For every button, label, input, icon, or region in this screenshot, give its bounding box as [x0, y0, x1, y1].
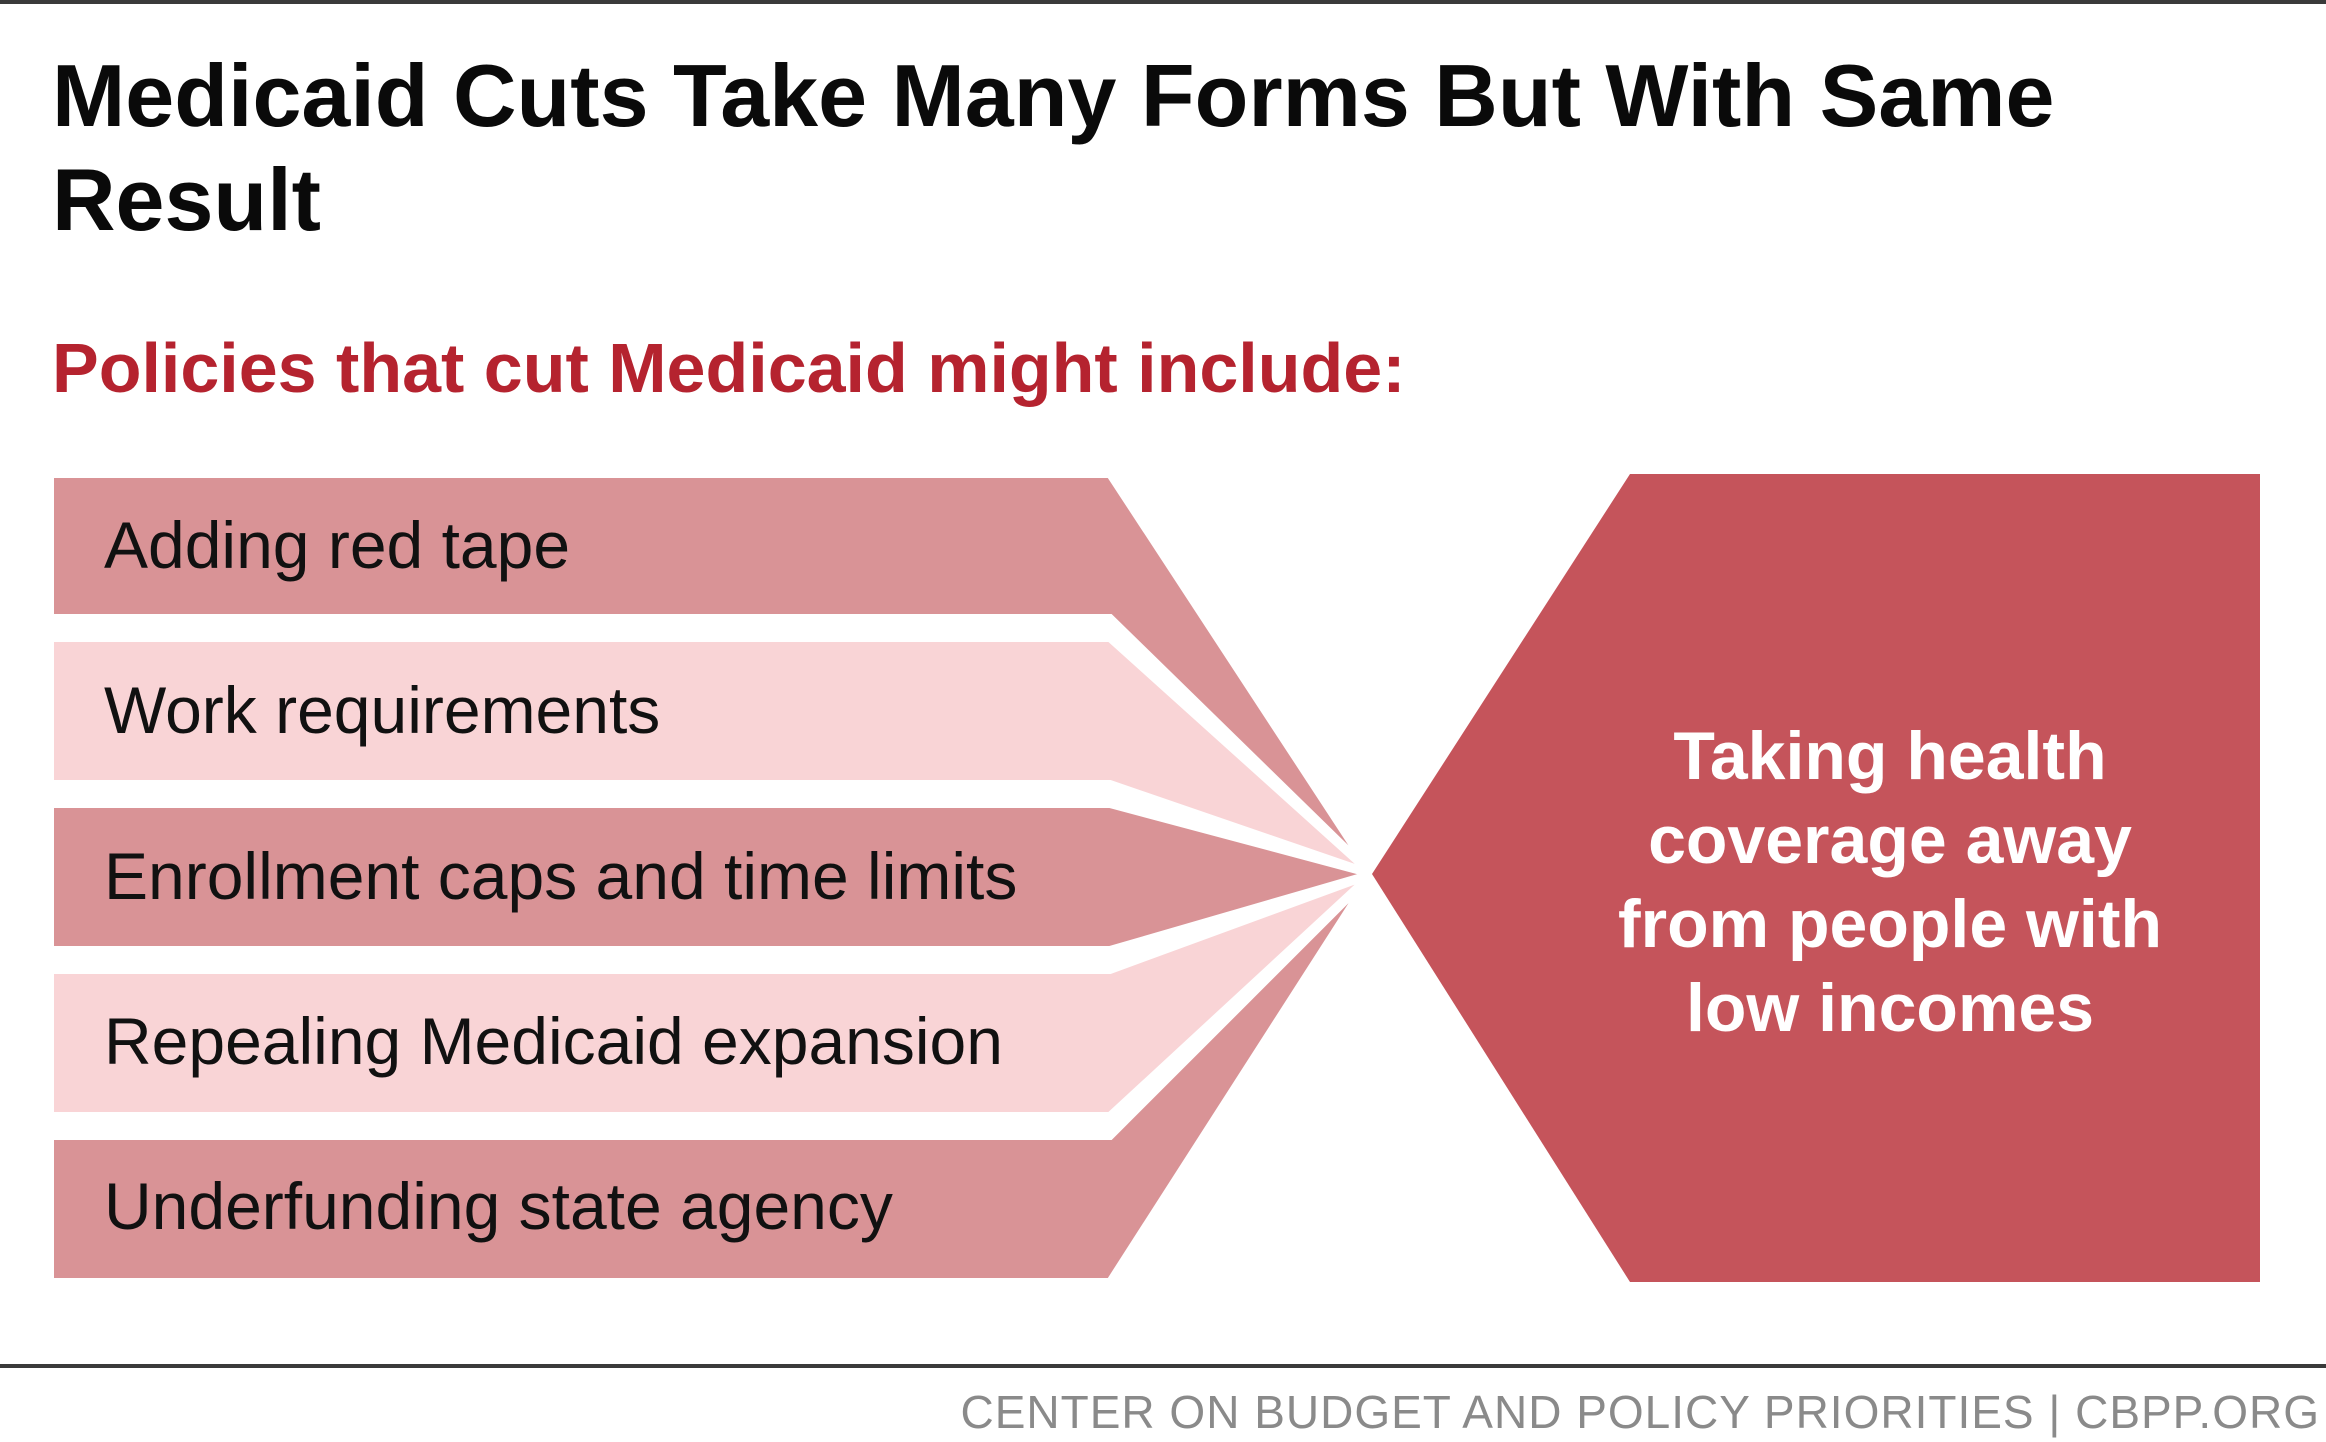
policy-label-3: Enrollment caps and time limits	[104, 839, 1018, 913]
policy-band-4	[46, 870, 1375, 1120]
policy-band-2	[46, 634, 1375, 878]
policy-band-5	[46, 871, 1376, 1286]
policy-band-3	[46, 800, 1387, 954]
graphic-subtitle: Policies that cut Medicaid might include…	[52, 329, 1406, 407]
policy-label-1: Adding red tape	[104, 508, 571, 582]
graphic-title: Medicaid Cuts Take Many Forms But With S…	[52, 46, 2055, 249]
bottom-rule	[0, 1364, 2326, 1368]
policy-band-1	[46, 470, 1376, 877]
footer-credit: CENTER ON BUDGET AND POLICY PRIORITIES |…	[960, 1386, 2320, 1438]
result-shape	[1372, 474, 2260, 1282]
top-rule	[0, 0, 2326, 4]
result-label: Taking health coverage away from people …	[1618, 718, 2162, 1046]
policy-label-5: Underfunding state agency	[104, 1169, 893, 1243]
policy-label-2: Work requirements	[104, 673, 661, 747]
policy-label-4: Repealing Medicaid expansion	[104, 1004, 1003, 1078]
